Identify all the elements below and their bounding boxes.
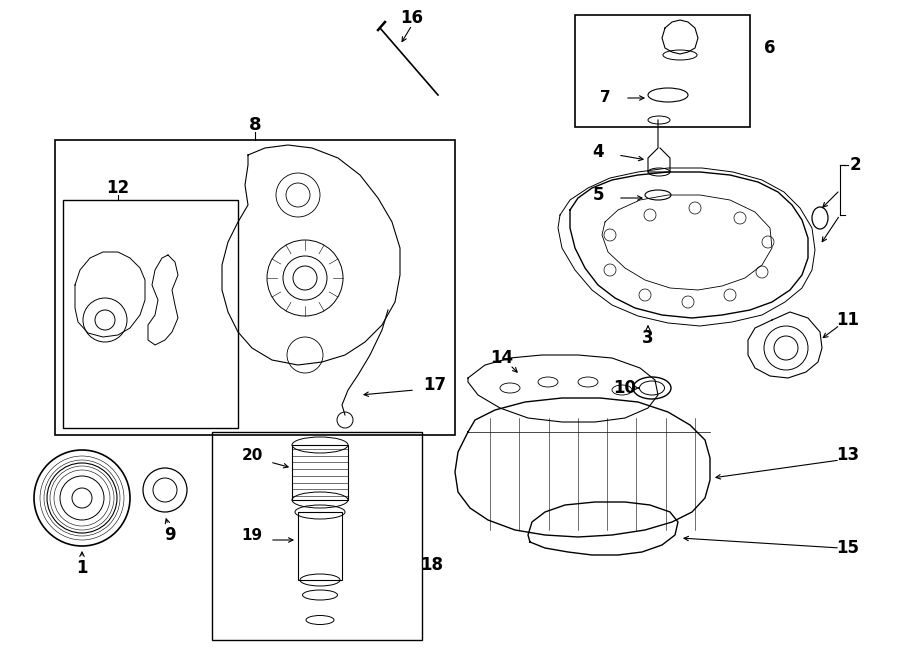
Bar	[298, 512, 342, 580]
Bar	[575, 15, 750, 127]
Text: 5: 5	[592, 186, 604, 204]
Text: 16: 16	[400, 9, 424, 27]
Text: 20: 20	[241, 447, 263, 463]
Text: 12: 12	[106, 179, 130, 197]
Text: 10: 10	[614, 379, 636, 397]
Bar	[63, 200, 238, 428]
Text: 14: 14	[491, 349, 514, 367]
Text: 6: 6	[764, 39, 776, 57]
Text: 4: 4	[592, 143, 604, 161]
Text: 9: 9	[164, 526, 176, 544]
Bar	[55, 140, 455, 435]
Text: 1: 1	[76, 559, 88, 577]
Text: 13: 13	[836, 446, 860, 464]
Text: 7: 7	[599, 91, 610, 106]
Text: 17: 17	[423, 376, 446, 394]
Text: 3: 3	[643, 329, 653, 347]
Text: 15: 15	[836, 539, 860, 557]
Bar	[212, 432, 422, 640]
Text: 2: 2	[850, 156, 860, 174]
Bar	[292, 445, 348, 500]
Text: 8: 8	[248, 116, 261, 134]
Text: 18: 18	[420, 556, 444, 574]
Text: 19: 19	[241, 527, 263, 543]
Text: 11: 11	[836, 311, 860, 329]
